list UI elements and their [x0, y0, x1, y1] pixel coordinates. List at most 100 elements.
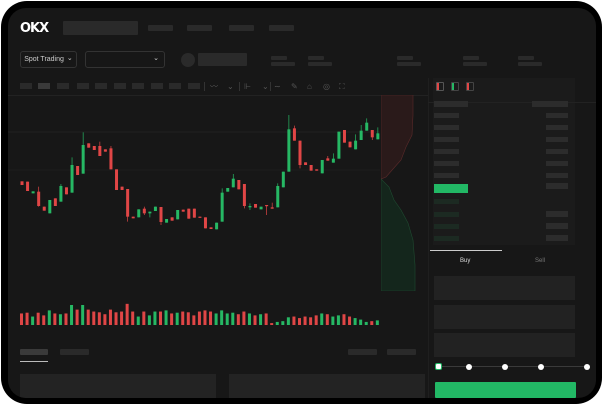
orders-panel: [20, 374, 216, 398]
candle-body: [376, 133, 380, 140]
pencil-icon[interactable]: ✎: [291, 82, 298, 91]
volume-bar: [170, 313, 174, 325]
candle-body: [315, 169, 319, 171]
book-header-amount: [532, 101, 568, 107]
candle-body: [215, 222, 219, 230]
market-type-dropdown[interactable]: Spot Trading ⌄: [20, 51, 77, 68]
volume-bar: [192, 315, 196, 325]
okx-logo[interactable]: OKX: [20, 21, 49, 36]
slider-mark-100[interactable]: [584, 364, 590, 370]
bid-price[interactable]: [434, 199, 459, 204]
candle-body: [354, 140, 358, 150]
volume-bar: [242, 311, 246, 325]
ask-price[interactable]: [434, 173, 459, 178]
nav-item[interactable]: [229, 25, 254, 31]
amount-slider[interactable]: [435, 363, 590, 370]
bid-price[interactable]: [434, 224, 459, 229]
timeframe-button[interactable]: [20, 83, 32, 89]
volume-bar: [292, 316, 296, 325]
search-bar[interactable]: [63, 21, 138, 35]
chevron-down-icon[interactable]: ⌄: [227, 82, 234, 91]
nav-item[interactable]: [148, 25, 173, 31]
slider-mark-25[interactable]: [466, 364, 472, 370]
volume-bar: [142, 311, 146, 325]
volume-bar: [197, 311, 201, 325]
timeframe-button[interactable]: [114, 83, 126, 89]
timeframe-button[interactable]: [77, 83, 89, 89]
candle-body: [126, 189, 130, 217]
chart-type-icon[interactable]: ⊩: [244, 82, 251, 91]
stat-label: [397, 56, 413, 60]
book-asks-icon[interactable]: [466, 82, 474, 91]
filter-button[interactable]: [387, 349, 416, 355]
ask-amount: [546, 173, 568, 178]
price-input[interactable]: [434, 276, 575, 300]
ask-price[interactable]: [434, 149, 459, 154]
amount-input[interactable]: [434, 305, 575, 329]
volume-bar: [58, 314, 62, 325]
volume-bar: [270, 323, 274, 325]
line-tool-icon[interactable]: ∼: [274, 82, 281, 91]
active-tab-underline: [430, 250, 502, 251]
candle-body: [53, 198, 57, 206]
timeframe-button[interactable]: [38, 83, 50, 89]
candle-body: [115, 169, 119, 190]
nav-item[interactable]: [269, 25, 294, 31]
candle-body: [87, 143, 91, 148]
camera-icon[interactable]: ⌂: [307, 82, 312, 91]
bid-price[interactable]: [434, 236, 459, 241]
candle-body: [248, 206, 252, 208]
settings-icon[interactable]: ◎: [323, 82, 330, 91]
volume-bar: [92, 311, 96, 325]
ask-price[interactable]: [434, 113, 459, 118]
candle-body: [337, 131, 341, 159]
timeframe-button[interactable]: [95, 83, 107, 89]
timeframe-button[interactable]: [188, 83, 200, 89]
candle-body: [348, 141, 352, 148]
pair-dropdown[interactable]: ⌄: [85, 51, 165, 68]
timeframe-button[interactable]: [151, 83, 163, 89]
total-input[interactable]: [434, 333, 575, 357]
ask-price[interactable]: [434, 161, 459, 166]
tab-buy[interactable]: Buy: [460, 258, 471, 264]
tab-sell[interactable]: Sell: [535, 258, 546, 264]
volume-bar: [181, 311, 185, 325]
candle-body: [181, 209, 185, 212]
chevron-down-icon: ⌄: [153, 54, 159, 62]
tab-open-orders[interactable]: [20, 349, 48, 355]
slider-handle[interactable]: [435, 363, 442, 370]
candle-body: [304, 162, 308, 165]
timeframe-button[interactable]: [57, 83, 69, 89]
timeframe-button[interactable]: [132, 83, 144, 89]
buy-submit-button[interactable]: [435, 382, 576, 398]
filter-button[interactable]: [348, 349, 377, 355]
volume-bar: [231, 312, 235, 325]
chevron-down-icon[interactable]: ⌄: [262, 82, 269, 91]
volume-bar: [364, 321, 368, 325]
timeframe-button[interactable]: [169, 83, 181, 89]
depth-chart: [381, 95, 416, 291]
volume-bar: [236, 314, 240, 325]
bid-price[interactable]: [434, 212, 459, 217]
slider-mark-75[interactable]: [538, 364, 544, 370]
stat-value: [271, 62, 295, 66]
nav-item[interactable]: [187, 25, 212, 31]
fullscreen-icon[interactable]: ⛶: [339, 82, 345, 91]
stat-value: [463, 62, 487, 66]
slider-mark-50[interactable]: [502, 364, 508, 370]
candlestick-chart[interactable]: [8, 8, 428, 338]
ask-price[interactable]: [434, 137, 459, 142]
book-both-icon[interactable]: [436, 82, 444, 91]
volume-bar: [281, 321, 285, 325]
indicator-icon[interactable]: 〰: [210, 82, 218, 91]
candle-body: [159, 207, 163, 222]
tab-history[interactable]: [60, 349, 89, 355]
ask-price[interactable]: [434, 125, 459, 130]
candle-body: [153, 206, 157, 211]
book-bids-icon[interactable]: [451, 82, 459, 91]
candle-body: [48, 200, 52, 214]
candle-body: [209, 227, 213, 229]
volume-bar: [47, 310, 51, 325]
candle-body: [98, 146, 102, 156]
candle-body: [281, 171, 285, 188]
